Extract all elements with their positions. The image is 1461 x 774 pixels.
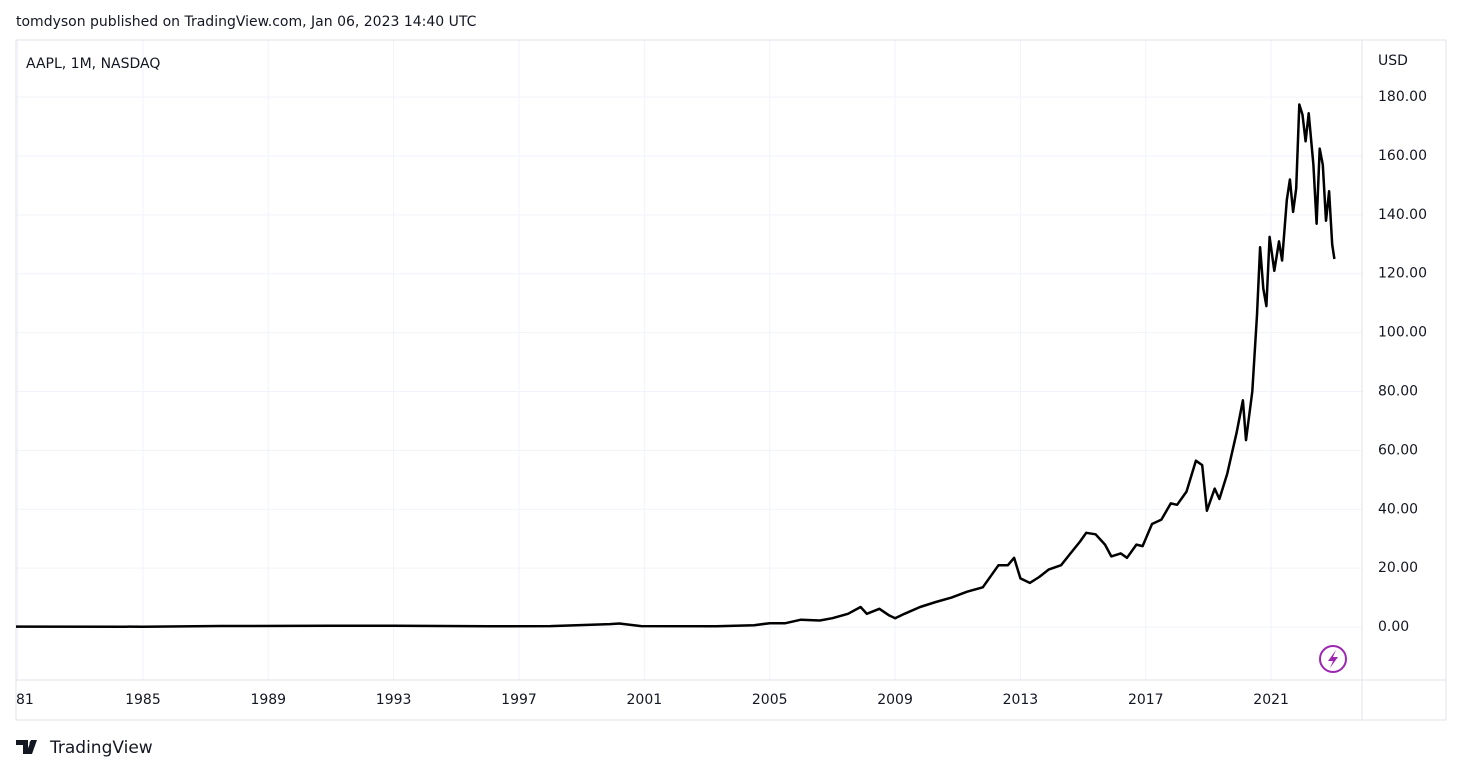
lightning-icon (1319, 645, 1347, 673)
x-tick-label: 2005 (752, 692, 788, 708)
grid (16, 40, 1362, 680)
x-tick-label: 1989 (250, 692, 286, 708)
y-tick-label: 40.00 (1378, 501, 1418, 517)
x-tick-label: 2009 (877, 692, 913, 708)
plot (16, 103, 1336, 628)
x-tick-label: 2001 (627, 692, 663, 708)
y-tick-label: 20.00 (1378, 560, 1418, 576)
y-tick-label: 60.00 (1378, 442, 1418, 458)
y-tick-label: 140.00 (1378, 207, 1427, 223)
y-tick-label: 160.00 (1378, 148, 1427, 164)
x-tick-label: 2017 (1128, 692, 1164, 708)
header: tomdyson published on TradingView.com, J… (16, 14, 477, 30)
y-tick-label: 100.00 (1378, 325, 1427, 341)
symbol-title: AAPL, 1M, NASDAQ (26, 56, 160, 72)
x-tick-label: 1993 (376, 692, 412, 708)
y-tick-label: 120.00 (1378, 266, 1427, 282)
chart-frame (15, 39, 1447, 721)
x-tick-label: 2021 (1253, 692, 1289, 708)
price-line (16, 103, 1336, 628)
y-tick-label: 0.00 (1378, 619, 1409, 635)
x-tick-label: 81 (16, 692, 34, 708)
x-tick-label: 1985 (125, 692, 161, 708)
y-tick-label: 180.00 (1378, 89, 1427, 105)
y-tick-label: 80.00 (1378, 383, 1418, 399)
currency: USD (1378, 53, 1408, 69)
footer-brand: TradingView (49, 738, 153, 758)
x-tick-label: 1997 (501, 692, 537, 708)
tradingview-logo (16, 740, 37, 754)
x-tick-label: 2013 (1003, 692, 1039, 708)
